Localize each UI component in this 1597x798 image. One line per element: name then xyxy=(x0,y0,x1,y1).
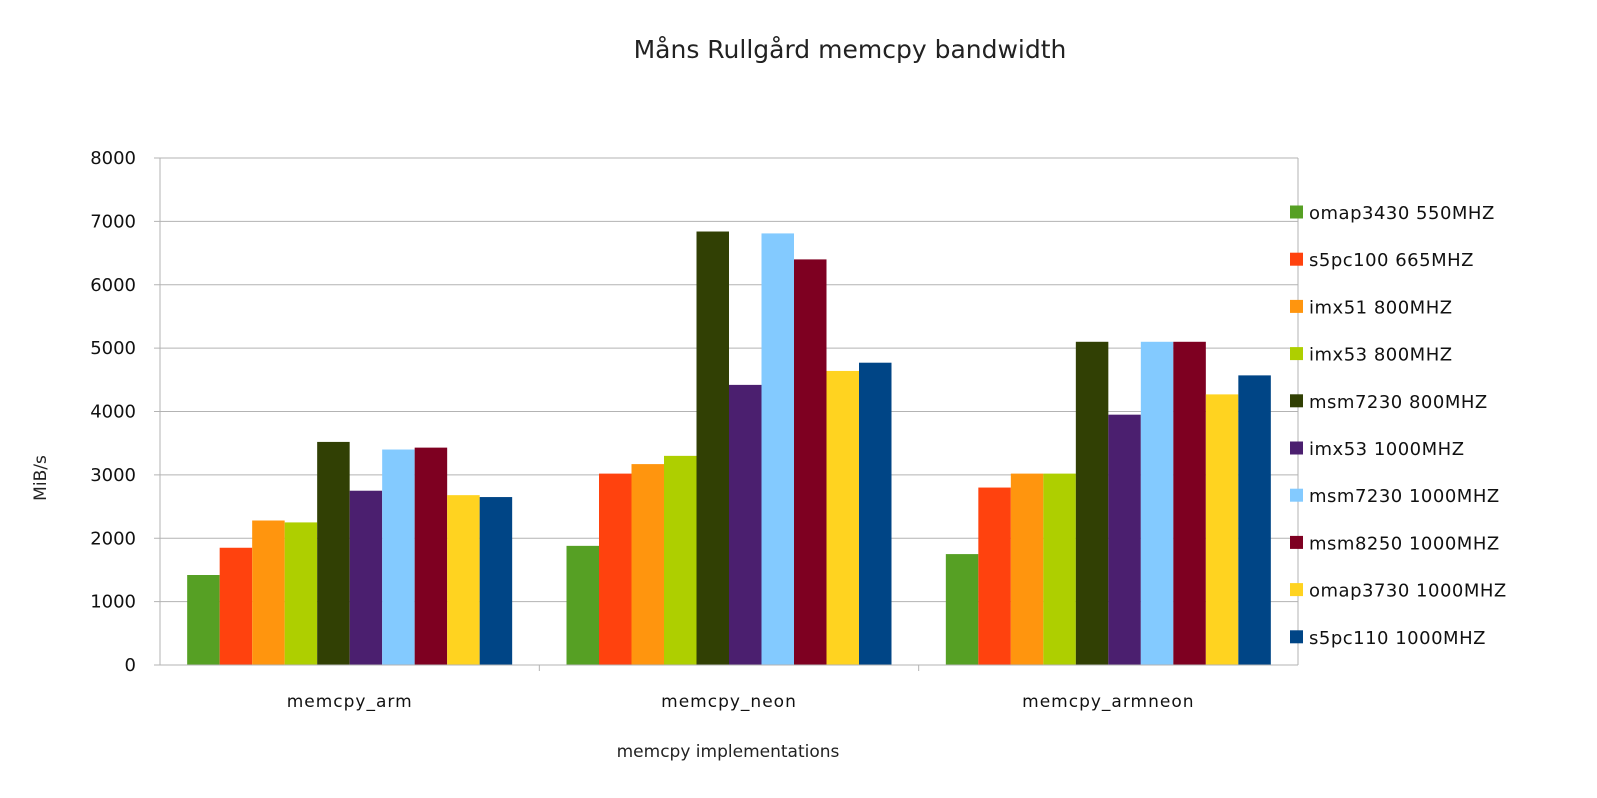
bar-memcpy_arm-5 xyxy=(349,490,383,665)
y-tick-label: 2000 xyxy=(90,528,136,549)
bar-memcpy_neon-4 xyxy=(696,231,729,665)
legend-swatch xyxy=(1290,583,1303,597)
legend-swatch xyxy=(1290,488,1303,502)
bar-memcpy_arm-0 xyxy=(187,575,220,665)
bar-memcpy_arm-9 xyxy=(479,497,513,665)
bar-memcpy_neon-0 xyxy=(566,545,599,665)
bar-memcpy_neon-5 xyxy=(729,384,762,665)
bar-memcpy_arm-1 xyxy=(219,547,253,665)
y-tick-labels: 0 1000 2000 3000 4000 5000 6000 7000 8000 xyxy=(90,148,136,676)
bar-memcpy_armneon-5 xyxy=(1108,414,1141,665)
legend-label: imx51 800MHZ xyxy=(1309,297,1453,318)
y-tick-label: 5000 xyxy=(90,338,136,359)
legend-label: s5pc100 665MHZ xyxy=(1309,250,1474,271)
bar-memcpy_armneon-4 xyxy=(1075,341,1109,665)
legend-label: omap3730 1000MHZ xyxy=(1309,581,1507,602)
x-category-label: memcpy_arm xyxy=(287,692,413,712)
bar-memcpy_armneon-6 xyxy=(1140,341,1174,665)
bar-memcpy_arm-7 xyxy=(414,447,448,665)
bars xyxy=(187,231,1271,665)
y-tick-label: 0 xyxy=(125,655,136,676)
axes xyxy=(159,158,1299,671)
bar-memcpy_arm-8 xyxy=(447,495,480,665)
bar-memcpy_neon-2 xyxy=(631,464,664,665)
bar-memcpy_armneon-1 xyxy=(978,487,1011,665)
bar-memcpy_neon-6 xyxy=(761,233,794,665)
y-tick-label: 3000 xyxy=(90,465,136,486)
y-tick-label: 6000 xyxy=(90,275,136,296)
bar-memcpy_armneon-2 xyxy=(1010,473,1044,665)
y-tick-label: 7000 xyxy=(90,211,136,232)
bar-memcpy_armneon-0 xyxy=(945,554,979,665)
y-tick-label: 1000 xyxy=(90,592,136,613)
legend-swatch xyxy=(1290,394,1303,408)
legend-swatch xyxy=(1290,205,1303,219)
bar-memcpy_arm-6 xyxy=(382,449,415,665)
legend-swatch xyxy=(1290,535,1303,549)
legend-swatch xyxy=(1290,299,1303,313)
y-tick-label: 8000 xyxy=(90,148,136,169)
legend-label: imx53 1000MHZ xyxy=(1309,439,1465,460)
legend-label: s5pc110 1000MHZ xyxy=(1309,628,1486,649)
x-category-labels: memcpy_arm memcpy_neon memcpy_armneon xyxy=(287,692,1194,712)
bar-memcpy_arm-3 xyxy=(284,522,318,665)
bar-memcpy_neon-3 xyxy=(664,455,697,665)
chart-title: Måns Rullgård memcpy bandwidth xyxy=(634,35,1067,64)
bar-memcpy_neon-8 xyxy=(826,370,859,665)
x-axis-title: memcpy implementations xyxy=(617,742,840,762)
y-axis-title: MiB/s xyxy=(31,455,51,501)
bar-memcpy_armneon-7 xyxy=(1173,341,1206,665)
bar-memcpy_arm-4 xyxy=(317,441,350,665)
x-category-label: memcpy_armneon xyxy=(1022,692,1194,712)
legend: omap3430 550MHZ s5pc100 665MHZ imx51 800MH… xyxy=(1290,203,1507,649)
legend-label: msm8250 1000MHZ xyxy=(1309,533,1500,554)
legend-label: msm7230 1000MHZ xyxy=(1309,486,1500,507)
bar-memcpy_armneon-3 xyxy=(1043,473,1076,665)
bar-memcpy_arm-2 xyxy=(252,520,285,665)
x-category-label: memcpy_neon xyxy=(661,692,797,712)
legend-swatch xyxy=(1290,252,1303,266)
bar-memcpy_armneon-9 xyxy=(1238,375,1271,665)
legend-swatch xyxy=(1290,441,1303,455)
legend-label: omap3430 550MHZ xyxy=(1309,203,1495,224)
legend-swatch xyxy=(1290,630,1303,644)
legend-label: imx53 800MHZ xyxy=(1309,345,1453,366)
bar-memcpy_neon-1 xyxy=(599,473,632,665)
bar-memcpy_neon-7 xyxy=(794,259,827,665)
legend-swatch xyxy=(1290,347,1303,361)
bar-memcpy_neon-9 xyxy=(859,362,892,665)
legend-label: msm7230 800MHZ xyxy=(1309,392,1488,413)
bar-memcpy_armneon-8 xyxy=(1205,394,1239,665)
y-tick-label: 4000 xyxy=(90,402,136,423)
